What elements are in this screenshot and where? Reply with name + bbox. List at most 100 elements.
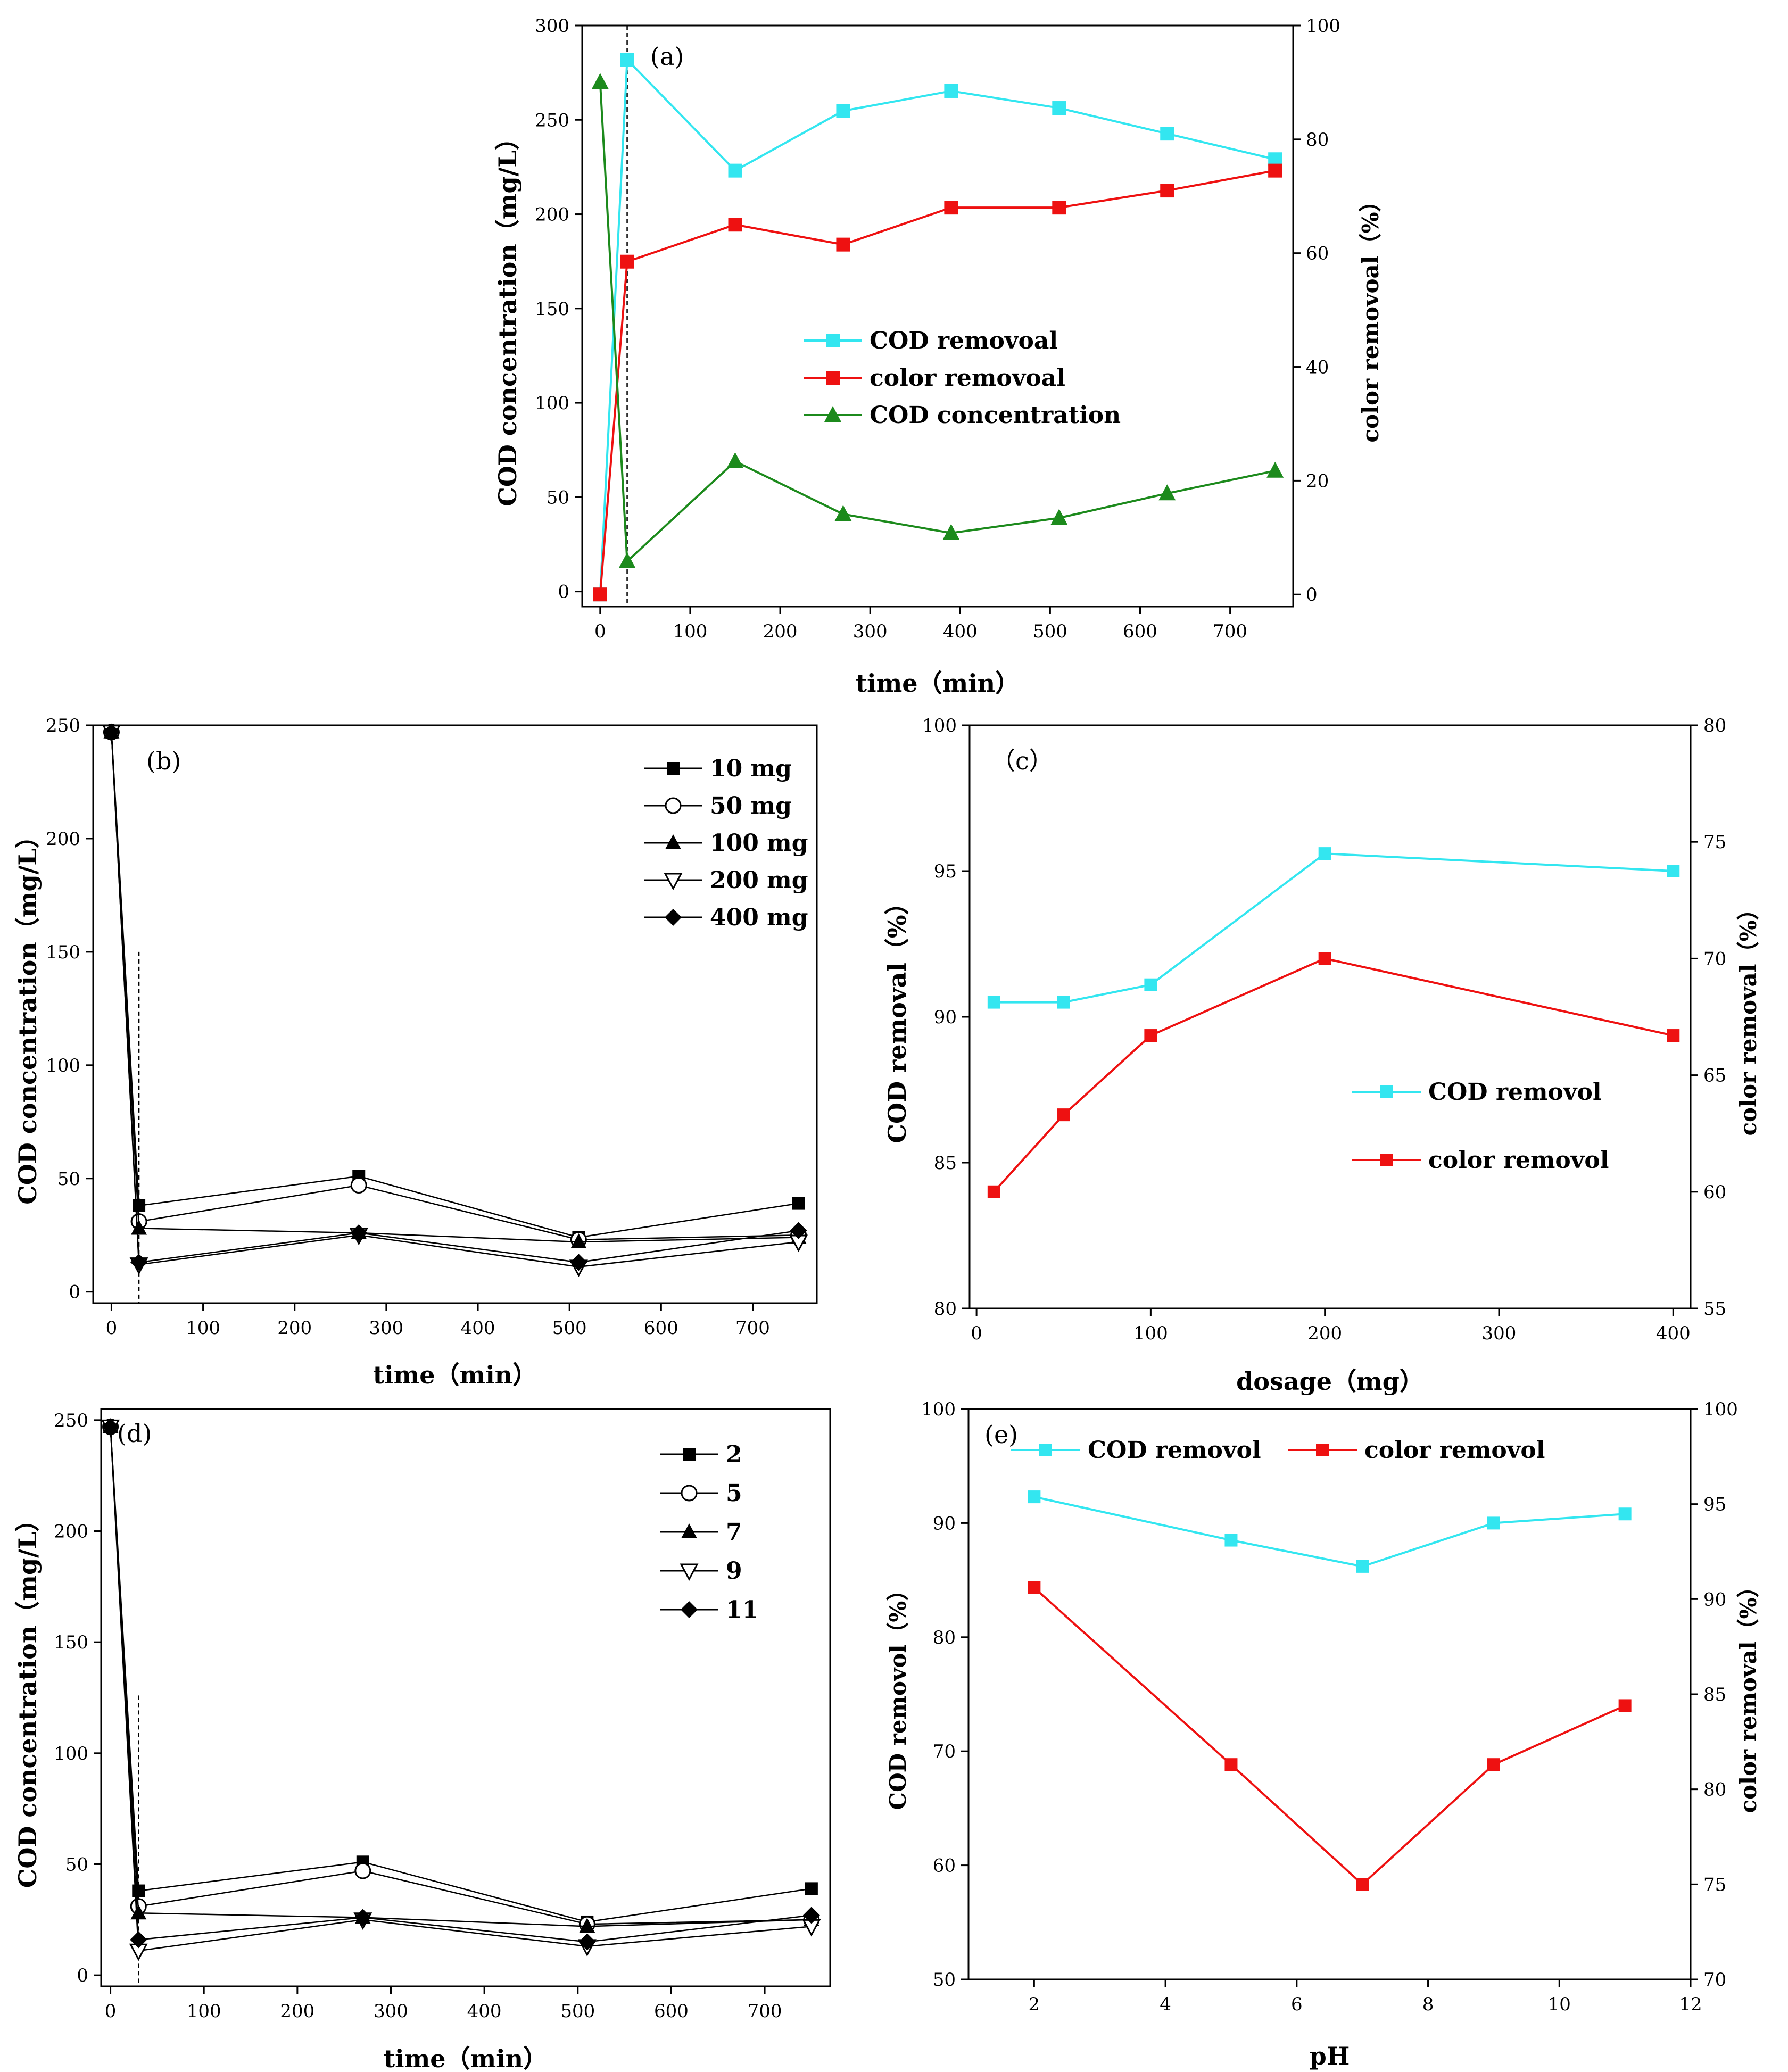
series-line-3 xyxy=(110,1427,812,1952)
series-line-0 xyxy=(110,1427,812,1923)
panel-d-chart: 0 100 200 300 400 500 600 700 0 50 100 150 200 250 tim… xyxy=(13,1408,831,2072)
legend-marker xyxy=(681,1523,697,1538)
data-point xyxy=(620,254,634,269)
y2-tick-label: 70 xyxy=(1703,1969,1726,1991)
y-tick-label: 80 xyxy=(933,1627,956,1648)
legend-label: 50 mg xyxy=(710,792,792,819)
series-line-4 xyxy=(111,732,799,1263)
legend: COD removol color removol xyxy=(1011,1437,1545,1464)
series-line-1 xyxy=(1033,1587,1626,1886)
legend-label: 10 mg xyxy=(710,755,792,782)
legend-marker xyxy=(667,762,680,775)
panel-a-chart: 0 100 200 300 400 500 600 700050100150200250300… xyxy=(493,15,1384,698)
y-tick-label: 150 xyxy=(54,1632,88,1653)
data-point xyxy=(987,996,1000,1009)
x-tick-label: 200 xyxy=(280,2001,314,2022)
data-point xyxy=(802,1907,820,1924)
legend-label: COD removol xyxy=(1428,1079,1602,1106)
series-line-2 xyxy=(110,1427,812,1927)
legend-marker xyxy=(826,371,840,385)
series-line-0 xyxy=(1033,1496,1625,1568)
legend-label: COD removoal xyxy=(870,327,1058,354)
y-tick-label: 70 xyxy=(933,1741,956,1762)
data-point xyxy=(987,1185,1000,1198)
data-point xyxy=(1487,1516,1500,1530)
y2-tick-label: 95 xyxy=(1703,1494,1726,1515)
y2-tick-label: 60 xyxy=(1306,243,1329,264)
data-point xyxy=(1052,201,1066,215)
data-point xyxy=(131,1220,147,1235)
x-tick-label: 100 xyxy=(1133,1323,1168,1344)
y-tick-label: 250 xyxy=(535,110,569,131)
plot-frame xyxy=(100,1408,831,1987)
panel-label: （c） xyxy=(991,747,1054,775)
y-tick-label: 0 xyxy=(69,1282,80,1303)
y2-tick-label: 90 xyxy=(1703,1589,1726,1610)
y-axis-label: COD removol（%） xyxy=(885,1579,911,1810)
data-point xyxy=(593,587,607,602)
legend-marker xyxy=(826,334,840,347)
y-tick-label: 250 xyxy=(46,715,80,736)
data-point xyxy=(1224,1758,1238,1771)
plot-frame xyxy=(968,724,1692,1309)
data-point xyxy=(1356,1560,1369,1573)
y2-tick-label: 80 xyxy=(1703,1779,1726,1801)
legend-marker xyxy=(1380,1085,1393,1098)
legend-marker xyxy=(664,873,683,891)
data-point xyxy=(570,1233,587,1249)
data-point xyxy=(570,1254,587,1271)
legend-marker xyxy=(665,797,682,814)
y2-axis-label: color removal（%） xyxy=(1735,898,1761,1136)
y-tick-label: 150 xyxy=(535,299,569,320)
x-tick-label: 10 xyxy=(1548,1994,1571,2015)
y-tick-label: 100 xyxy=(535,393,569,414)
panel-label: (b) xyxy=(146,747,181,775)
y-axis-label: COD concentration（mg/L） xyxy=(13,824,42,1205)
x-tick-label: 400 xyxy=(461,1317,495,1339)
panel-c-chart: 0 100 200 300 400 80 85 90 95 100 55 60 65 70 75 80 dosa… xyxy=(883,715,1761,1396)
legend-marker xyxy=(680,1563,699,1581)
series-line-0 xyxy=(599,57,1276,595)
data-point xyxy=(1318,952,1331,965)
data-point xyxy=(728,218,742,232)
data-point xyxy=(130,1254,148,1271)
x-axis-label: dosage（mg） xyxy=(1236,1367,1424,1396)
y2-axis-label: color removoal（%） xyxy=(1357,189,1384,442)
y2-tick-label: 65 xyxy=(1703,1065,1726,1087)
legend: 2 5 7 9 11 xyxy=(660,1441,758,1623)
legend-marker xyxy=(681,1485,698,1502)
x-axis-label: time（min） xyxy=(856,669,1020,698)
y2-tick-label: 0 xyxy=(1306,584,1318,606)
y-tick-label: 300 xyxy=(535,15,569,37)
series-line-1 xyxy=(110,1427,812,1925)
legend-marker xyxy=(1039,1444,1052,1456)
data-point xyxy=(1057,1108,1070,1122)
x-axis-label: time（min） xyxy=(384,2044,548,2072)
x-tick-label: 0 xyxy=(105,2001,117,2022)
x-axis-label: time（min） xyxy=(373,1361,537,1389)
data-point xyxy=(1356,1878,1369,1891)
series-line-0 xyxy=(994,852,1674,1004)
x-tick-label: 100 xyxy=(673,621,707,642)
legend-label: color removol xyxy=(1428,1147,1609,1174)
x-tick-label: 200 xyxy=(1307,1323,1342,1344)
series-line-0 xyxy=(111,732,799,1238)
x-tick-label: 400 xyxy=(467,2001,502,2022)
panel-label: (e) xyxy=(984,1420,1018,1449)
x-axis-label: pH xyxy=(1310,2042,1350,2070)
data-point xyxy=(350,1177,367,1194)
y-axis-label: COD concentration（mg/L） xyxy=(493,126,522,507)
data-point xyxy=(834,505,852,521)
x-tick-label: 700 xyxy=(735,1317,770,1339)
data-point xyxy=(1667,1029,1680,1042)
data-point xyxy=(805,1882,818,1895)
x-tick-label: 300 xyxy=(853,621,888,642)
y2-tick-label: 20 xyxy=(1306,470,1329,492)
data-point xyxy=(790,1222,807,1239)
legend-label: 2 xyxy=(726,1441,742,1468)
data-point xyxy=(618,552,636,568)
data-point xyxy=(1057,996,1070,1009)
plot-frame xyxy=(967,1408,1692,1980)
y-tick-label: 100 xyxy=(921,1399,956,1420)
x-tick-label: 700 xyxy=(1213,621,1247,642)
